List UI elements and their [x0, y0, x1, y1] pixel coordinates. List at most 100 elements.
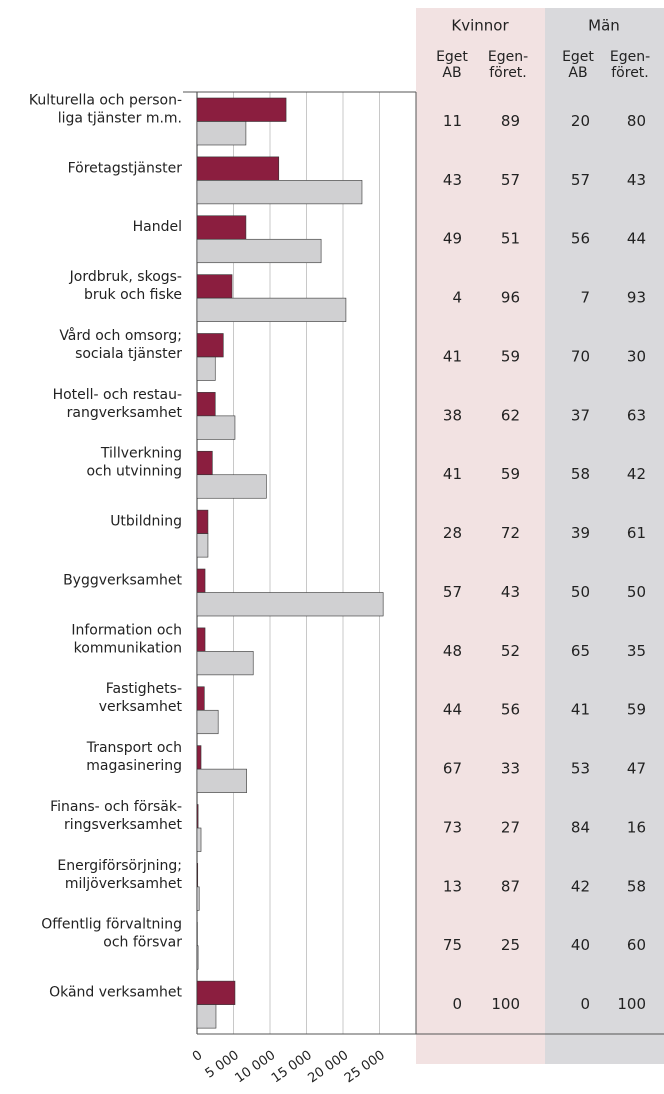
category-label: och utvinning [86, 464, 182, 480]
bar [197, 298, 346, 322]
bar [197, 416, 235, 440]
category-label: Tillverkning [100, 446, 182, 462]
category-label: Finans- och försäk- [50, 799, 182, 815]
category-label: magasinering [86, 758, 182, 774]
bar [197, 392, 215, 416]
table-cell: 58 [627, 877, 646, 895]
table-cell: 67 [443, 760, 462, 778]
table-cell: 11 [443, 112, 462, 130]
table-cell: 20 [571, 112, 590, 130]
column-header: AB [568, 65, 587, 81]
category-label: Hotell- och restau- [53, 387, 182, 403]
column-header: Eget [436, 49, 468, 65]
bar [197, 180, 362, 204]
bar [197, 981, 235, 1005]
category-label: verksamhet [99, 699, 183, 715]
table-cell: 53 [571, 760, 590, 778]
table-cell: 80 [627, 112, 646, 130]
table-cell: 43 [501, 583, 520, 601]
table-cell: 47 [627, 760, 646, 778]
bar [197, 239, 321, 263]
table-cell: 40 [571, 936, 590, 954]
bar [197, 769, 247, 793]
table-cell: 50 [571, 583, 590, 601]
column-header: föret. [489, 65, 527, 81]
table-cell: 42 [627, 465, 646, 483]
table-cell: 61 [627, 524, 646, 542]
table-cell: 28 [443, 524, 462, 542]
table-cell: 56 [501, 701, 520, 719]
bar [197, 687, 204, 711]
table-cell: 58 [571, 465, 590, 483]
bar [197, 569, 205, 593]
x-tick-label: 0 [190, 1048, 205, 1065]
category-label: Okänd verksamhet [49, 985, 182, 1001]
table-cell: 59 [501, 347, 520, 365]
table-cell: 25 [501, 936, 520, 954]
table-cell: 65 [571, 642, 590, 660]
table-cell: 50 [627, 583, 646, 601]
category-label: Offentlig förvaltning [41, 917, 182, 933]
group-header: Män [588, 17, 620, 35]
table-cell: 37 [571, 406, 590, 424]
bar [197, 334, 223, 358]
bar [197, 651, 253, 675]
bar [197, 475, 266, 499]
bar [197, 828, 201, 852]
category-label: rangverksamhet [67, 405, 183, 421]
table-cell: 35 [627, 642, 646, 660]
table-cell: 59 [627, 701, 646, 719]
bar [197, 710, 218, 734]
table-cell: 93 [627, 289, 646, 307]
table-cell: 89 [501, 112, 520, 130]
table-cell: 41 [443, 347, 462, 365]
category-label: Information och [71, 622, 182, 638]
table-cell: 57 [501, 171, 520, 189]
bar [197, 805, 198, 829]
table-cell: 60 [627, 936, 646, 954]
category-label: Utbildning [110, 514, 182, 530]
bar [197, 98, 286, 122]
category-label: Kulturella och person- [29, 92, 182, 108]
bar [197, 746, 201, 770]
bar [197, 122, 246, 146]
bar [197, 628, 205, 652]
table-cell: 0 [452, 995, 462, 1013]
table-cell: 52 [501, 642, 520, 660]
column-header: Egen- [488, 49, 528, 65]
bar [197, 946, 198, 970]
bar [197, 357, 215, 381]
table-cell: 73 [443, 818, 462, 836]
table-cell: 75 [443, 936, 462, 954]
table-cell: 62 [501, 406, 520, 424]
group-header: Kvinnor [451, 17, 509, 35]
table-cell: 33 [501, 760, 520, 778]
bar [197, 863, 198, 887]
category-label: Företagstjänster [68, 160, 183, 176]
table-cell: 44 [443, 701, 462, 719]
table-cell: 13 [443, 877, 462, 895]
table-cell: 87 [501, 877, 520, 895]
category-label: Vård och omsorg; [59, 327, 182, 344]
column-header: Egen- [610, 49, 650, 65]
table-cell: 84 [571, 818, 590, 836]
table-cell: 0 [580, 995, 590, 1013]
table-cell: 70 [571, 347, 590, 365]
table-cell: 4 [452, 289, 462, 307]
column-header: AB [442, 65, 461, 81]
bar [197, 451, 212, 475]
category-label: Jordbruk, skogs- [69, 269, 182, 285]
table-cell: 41 [571, 701, 590, 719]
category-label: Byggverksamhet [63, 572, 182, 588]
category-label: liga tjänster m.m. [58, 110, 182, 126]
column-header: Eget [562, 49, 594, 65]
bar [197, 216, 246, 240]
bar [197, 534, 208, 558]
table-cell: 39 [571, 524, 590, 542]
table-cell: 100 [491, 995, 520, 1013]
table-cell: 42 [571, 877, 590, 895]
bar [197, 1005, 216, 1029]
x-tick-label: 20 000 [305, 1048, 351, 1086]
table-cell: 44 [627, 230, 646, 248]
